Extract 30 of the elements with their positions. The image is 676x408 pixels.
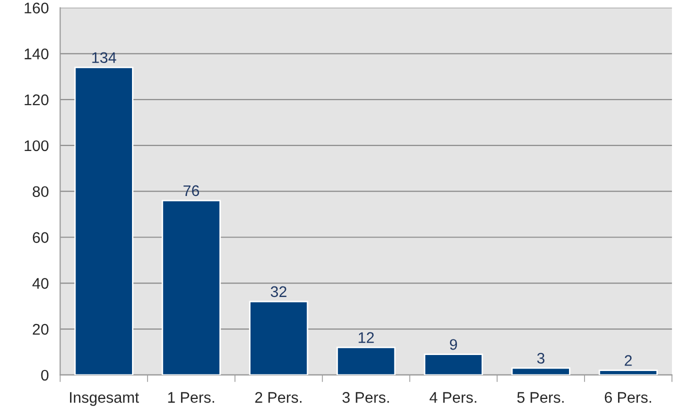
x-tick-label: 3 Pers. xyxy=(342,392,389,403)
x-tick-label: 2 Pers. xyxy=(255,392,302,403)
data-label: 32 xyxy=(270,286,286,298)
data-label: 9 xyxy=(450,339,457,350)
x-tick-label: 1 Pers. xyxy=(168,392,214,403)
y-tick-label: 160 xyxy=(24,2,48,14)
bar xyxy=(74,66,134,375)
data-label: 12 xyxy=(358,332,374,343)
data-label: 76 xyxy=(184,185,200,196)
y-tick-label: 100 xyxy=(24,140,48,152)
data-label: 3 xyxy=(537,352,544,364)
bar xyxy=(598,370,658,375)
data-label: 134 xyxy=(92,52,116,64)
data-label: 2 xyxy=(624,355,632,366)
y-tick-label: 140 xyxy=(24,48,48,60)
x-tick-label: 5 Pers. xyxy=(517,392,564,403)
x-tick-label: 4 Pers. xyxy=(430,392,476,403)
bar xyxy=(249,300,308,375)
y-tick-label: 40 xyxy=(32,278,48,289)
y-tick-label: 20 xyxy=(32,324,48,335)
bar xyxy=(162,200,221,375)
x-tick-label: Insgesamt xyxy=(70,392,139,406)
bar xyxy=(511,367,570,375)
bar xyxy=(336,346,396,375)
y-tick-label: 0 xyxy=(41,370,48,381)
bar xyxy=(424,354,483,375)
y-tick-label: 60 xyxy=(32,232,48,243)
x-tick-label: 6 Pers. xyxy=(604,392,652,403)
y-tick-label: 120 xyxy=(24,94,48,106)
y-tick-label: 80 xyxy=(32,186,48,198)
